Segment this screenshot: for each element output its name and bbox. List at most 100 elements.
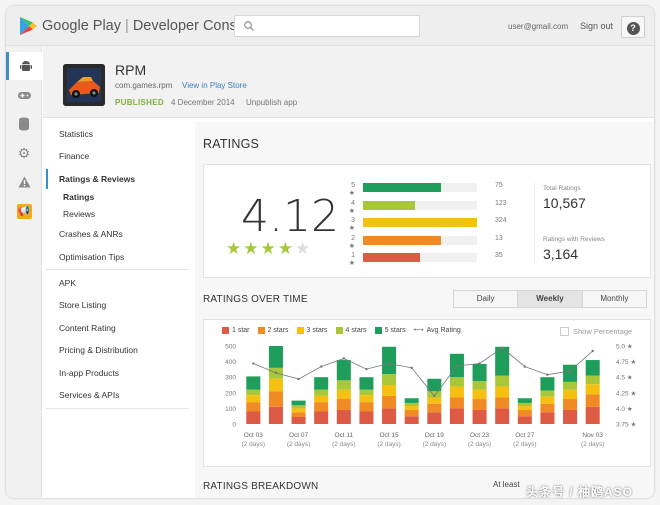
legend-item: 4 stars [335,326,367,334]
legend-label: 5 stars [384,326,406,334]
search-input[interactable] [234,15,420,37]
chart-bar [404,398,419,403]
rail-games[interactable] [6,81,42,109]
chart-bar [359,395,374,403]
total-ratings-value: 10,567 [543,195,586,211]
chart-bar [585,406,600,424]
rating-bar-track [363,253,477,262]
star-icon: ★ [295,239,313,258]
chart-bar [382,408,397,424]
sidebar-item-crashes[interactable]: Crashes & ANRs [59,229,123,239]
rating-bar-fill [363,253,420,262]
app-package: com.games.rpm [115,81,173,90]
rating-bar-count: 13 [495,234,503,242]
unpublish-app-link[interactable]: Unpublish app [246,98,298,107]
main-content: RATINGS 4.12 ★★★★★ 5 ★ 75 4 ★ 123 3 ★ 324 2 ★ 1… [195,122,654,498]
sidebar-item-finance[interactable]: Finance [59,151,90,161]
x-tick-label: Oct 11 [334,432,353,439]
rating-bar-track [363,235,477,245]
chart-bar [585,360,600,376]
sign-out-link[interactable]: Sign out [580,21,614,31]
avg-rating-point [342,357,346,360]
legend-item: 1 star [222,326,250,334]
rail-database[interactable] [6,110,42,138]
brand-google: Google Play [42,18,121,34]
rating-bar-fill [363,183,441,192]
y-tick-label: 100 [225,406,236,413]
rail-settings[interactable]: ⚙ [6,139,42,167]
chart-bar [517,398,532,403]
total-ratings-label: Total Ratings [543,185,581,192]
megaphone-icon: 📢 [16,203,32,219]
rating-bar-label: 3 ★ [348,217,355,232]
chart-bar [246,402,261,412]
rail-apps[interactable] [6,52,42,80]
avg-rating-point [478,362,481,365]
x-tick-label: Oct 07 [289,432,309,439]
brand-product: Developer Console [132,18,257,34]
x-tick-label: Oct 03 [244,432,264,439]
star-icon: ★ [226,239,244,258]
sidebar-item-optimisation[interactable]: Optimisation Tips [59,252,125,262]
sidebar-subitem-ratings[interactable]: Ratings [63,192,95,202]
account-email: user@gmail.com [508,22,569,31]
app-icon [63,64,105,106]
average-rating: 4.12 [241,191,339,242]
chart-bar [495,386,510,398]
rail-alerts[interactable] [6,168,42,196]
sidebar-item-ratings-reviews[interactable]: Ratings & Reviews [46,169,189,189]
chart-bar [382,346,397,375]
rating-bar-label: 4 ★ [348,199,355,215]
chart-bar [404,402,419,407]
sidebar-subitem-reviews[interactable]: Reviews [63,209,96,219]
show-percentage-label: Show Percentage [573,327,633,336]
tab-weekly[interactable]: Weekly [518,291,583,307]
checkbox-icon [560,327,569,336]
x-tick-label: Oct 27 [515,432,535,439]
gamepad-icon [17,92,31,99]
chart-bar [246,389,261,396]
chart-bar [291,408,306,413]
x-tick-sublabel: (2 days) [377,441,400,448]
ratings-over-time-chart: 0 100 200 300 400 500 3.75 ★ 4.0 ★ 4.25 ★ 4.5 ★ 4.… [225,343,636,449]
x-tick-sublabel: (2 days) [287,441,310,448]
rating-bar-label: 1 ★ [348,252,355,267]
rating-bar-label: 5 ★ [348,182,355,197]
legend-label: 4 stars [345,326,367,334]
ratings-with-reviews-label: Ratings with Reviews [543,236,605,243]
y-tick-label: 0 [232,422,236,429]
chart-bar [359,377,374,390]
sidebar-item-apk[interactable]: APK [59,278,77,288]
avg-rating-point [410,366,413,370]
help-button[interactable]: ? [621,16,645,38]
tab-monthly[interactable]: Monthly [600,294,629,303]
rating-bar-fill [363,235,441,245]
rating-bar-row: 4 ★ 123 [349,199,537,215]
at-least-filter[interactable]: At least [493,480,520,489]
rail-promotions[interactable]: 📢 [6,197,42,225]
chart-bar [427,412,442,424]
chart-bar [268,346,283,368]
sidebar-item-statistics[interactable]: Statistics [59,129,94,139]
racing-car-icon [63,64,105,106]
rating-bar-row: 3 ★ 324 [349,216,537,232]
chart-bar [495,346,510,376]
watermark: 头条号 / 柚鸥ASO [526,485,634,498]
avg-rating-point [433,394,436,398]
sidebar-item-content-rating[interactable]: Content Rating [59,323,116,333]
chart-bar [336,380,351,390]
chart-bar [449,408,464,424]
chart-bar [246,395,261,403]
view-in-play-store-link[interactable]: View in Play Store [182,81,247,90]
show-percentage-toggle[interactable]: Show Percentage [560,327,632,336]
tab-daily[interactable]: Daily [454,291,519,307]
sidebar-item-store-listing[interactable]: Store Listing [59,300,107,310]
chart-bar [404,416,419,424]
sidebar-item-in-app-products[interactable]: In-app Products [59,368,120,378]
sidebar-item-services[interactable]: Services & APIs [59,390,120,400]
y2-tick-label: 4.0 ★ [616,405,633,413]
chart-bar [336,399,351,410]
sidebar-item-pricing[interactable]: Pricing & Distribution [59,345,138,355]
y2-tick-label: 5.0 ★ [616,343,633,351]
chart-bar [472,399,487,410]
